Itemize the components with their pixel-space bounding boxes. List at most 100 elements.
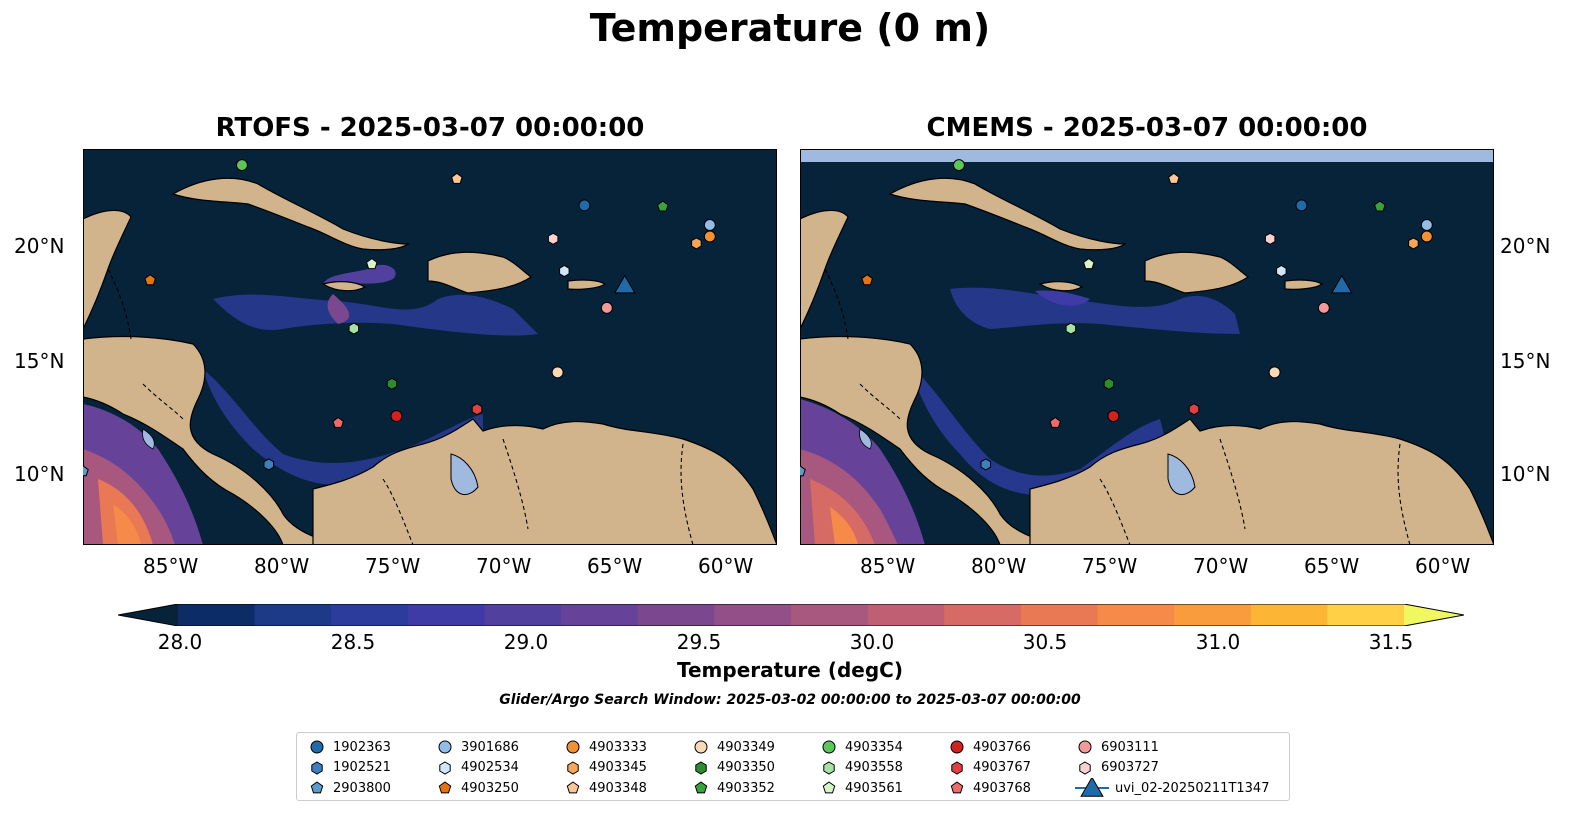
legend-label: 4903250 bbox=[461, 780, 519, 796]
marker-6903727 bbox=[547, 232, 559, 245]
legend-item: 4903333 bbox=[563, 737, 647, 757]
marker-4903348 bbox=[1168, 172, 1180, 184]
lon-label-85w-right: 85°W bbox=[860, 554, 916, 578]
lat-label-15n-left: 15°N bbox=[14, 349, 65, 373]
search-window-text: Glider/Argo Search Window: 2025-03-02 00… bbox=[499, 692, 1081, 708]
lon-label-70w: 70°W bbox=[476, 554, 532, 578]
colorbar-tick-30-5: 30.5 bbox=[1022, 630, 1068, 654]
marker-4903558 bbox=[1065, 322, 1077, 335]
legend-item: 3901686 bbox=[435, 737, 519, 757]
lake-nicaragua bbox=[859, 428, 872, 450]
colorbar-cell bbox=[254, 604, 332, 626]
marker-2903800 bbox=[83, 465, 89, 477]
colorbar-cell bbox=[637, 604, 715, 626]
marker-uvi_02-20250211T1347 bbox=[613, 274, 636, 294]
land bbox=[800, 177, 1494, 545]
marker-4903768 bbox=[1049, 416, 1061, 428]
marker-4903766 bbox=[1107, 410, 1120, 423]
legend-marker-icon bbox=[311, 760, 323, 775]
cuba bbox=[888, 177, 1127, 251]
legend-label: 4903354 bbox=[845, 739, 903, 755]
colorbar-cell bbox=[714, 604, 792, 626]
legend-label: 4903767 bbox=[973, 760, 1031, 775]
country-borders bbox=[824, 268, 1411, 545]
legend-item: 2903800 bbox=[307, 778, 391, 798]
lake-maracaibo bbox=[450, 453, 479, 495]
yucatan bbox=[83, 209, 132, 330]
cmems-markers bbox=[800, 159, 1433, 477]
legend-label: 2903800 bbox=[333, 780, 391, 796]
colorbar-cell bbox=[1250, 604, 1328, 626]
colorbar-cell bbox=[178, 604, 256, 626]
lat-label-15n-right: 15°N bbox=[1500, 349, 1551, 373]
lat-label-10n-left: 10°N bbox=[14, 462, 65, 486]
lon-label-80w: 80°W bbox=[254, 554, 310, 578]
lat-label-20n-left: 20°N bbox=[14, 234, 65, 258]
colorbar-tick-30-0: 30.0 bbox=[849, 630, 895, 654]
legend-label: uvi_02-20250211T1347 bbox=[1115, 780, 1270, 796]
legend-marker-icon bbox=[694, 781, 708, 794]
legend-marker-icon bbox=[695, 760, 707, 775]
marker-4903348 bbox=[451, 172, 463, 184]
colorbar-cell bbox=[1327, 604, 1405, 626]
legend-marker-icon bbox=[1078, 740, 1092, 754]
marker-4903354 bbox=[235, 159, 248, 172]
legend-item: 4903767 bbox=[947, 758, 1031, 778]
jamaica bbox=[321, 281, 367, 292]
legend-item: 4903354 bbox=[819, 737, 903, 757]
legend-label: 1902363 bbox=[333, 739, 391, 755]
rtofs-map bbox=[83, 149, 777, 545]
legend-item: 4903350 bbox=[691, 758, 775, 778]
colorbar-tick-31-5: 31.5 bbox=[1368, 630, 1414, 654]
colorbar bbox=[118, 604, 1464, 626]
legend-marker-icon bbox=[439, 760, 451, 775]
legend-item: 4903345 bbox=[563, 758, 647, 778]
legend-item: 4903348 bbox=[563, 778, 647, 798]
colorbar-cell bbox=[1174, 604, 1252, 626]
colorbar-extend-low bbox=[118, 604, 178, 626]
cmems-map bbox=[800, 149, 1494, 545]
colorbar-cell bbox=[561, 604, 639, 626]
legend-item: 4902534 bbox=[435, 758, 519, 778]
legend-marker-icon bbox=[310, 740, 324, 754]
colorbar-cell bbox=[944, 604, 1022, 626]
marker-1902521 bbox=[263, 458, 275, 471]
puerto-rico bbox=[567, 279, 607, 290]
legend-label: 4903352 bbox=[717, 780, 775, 796]
legend-label: 1902521 bbox=[333, 760, 391, 775]
colorbar-cell bbox=[867, 604, 945, 626]
marker-4903558 bbox=[348, 322, 360, 335]
marker-4903766 bbox=[390, 410, 403, 423]
marker-4903349 bbox=[551, 366, 564, 379]
legend-item: 1902521 bbox=[307, 758, 391, 778]
colorbar-cell bbox=[484, 604, 562, 626]
no-data-strip bbox=[800, 149, 1494, 162]
marker-4902534 bbox=[559, 264, 570, 278]
marker-4903767 bbox=[1188, 403, 1200, 416]
lon-label-60w: 60°W bbox=[698, 554, 754, 578]
legend-item: 4903558 bbox=[819, 758, 903, 778]
colorbar-tick-29-5: 29.5 bbox=[676, 630, 722, 654]
marker-uvi_02-20250211T1347 bbox=[1330, 274, 1353, 294]
legend-label: 4902534 bbox=[461, 760, 519, 775]
marker-4903349 bbox=[1268, 366, 1281, 379]
country-borders bbox=[107, 268, 694, 545]
legend-item: 1902363 bbox=[307, 737, 391, 757]
lon-label-65w-right: 65°W bbox=[1304, 554, 1360, 578]
legend: 1902363 1902521 2903800 3901686 4902534 49032… bbox=[296, 732, 1290, 801]
legend-label: 3901686 bbox=[461, 739, 519, 755]
marker-4903350 bbox=[386, 377, 398, 390]
central-america bbox=[83, 335, 344, 545]
legend-marker-icon bbox=[822, 740, 836, 754]
jamaica bbox=[1038, 281, 1084, 292]
legend-label: 4903333 bbox=[589, 739, 647, 755]
legend-label: 4903345 bbox=[589, 760, 647, 775]
marker-6903727 bbox=[1264, 232, 1276, 245]
hispaniola bbox=[1144, 251, 1250, 294]
marker-6903111 bbox=[600, 301, 613, 314]
colorbar-cell bbox=[1097, 604, 1175, 626]
marker-4903354 bbox=[952, 159, 965, 172]
legend-marker-icon bbox=[566, 740, 580, 754]
yucatan bbox=[800, 209, 849, 330]
legend-marker-icon bbox=[951, 760, 963, 775]
